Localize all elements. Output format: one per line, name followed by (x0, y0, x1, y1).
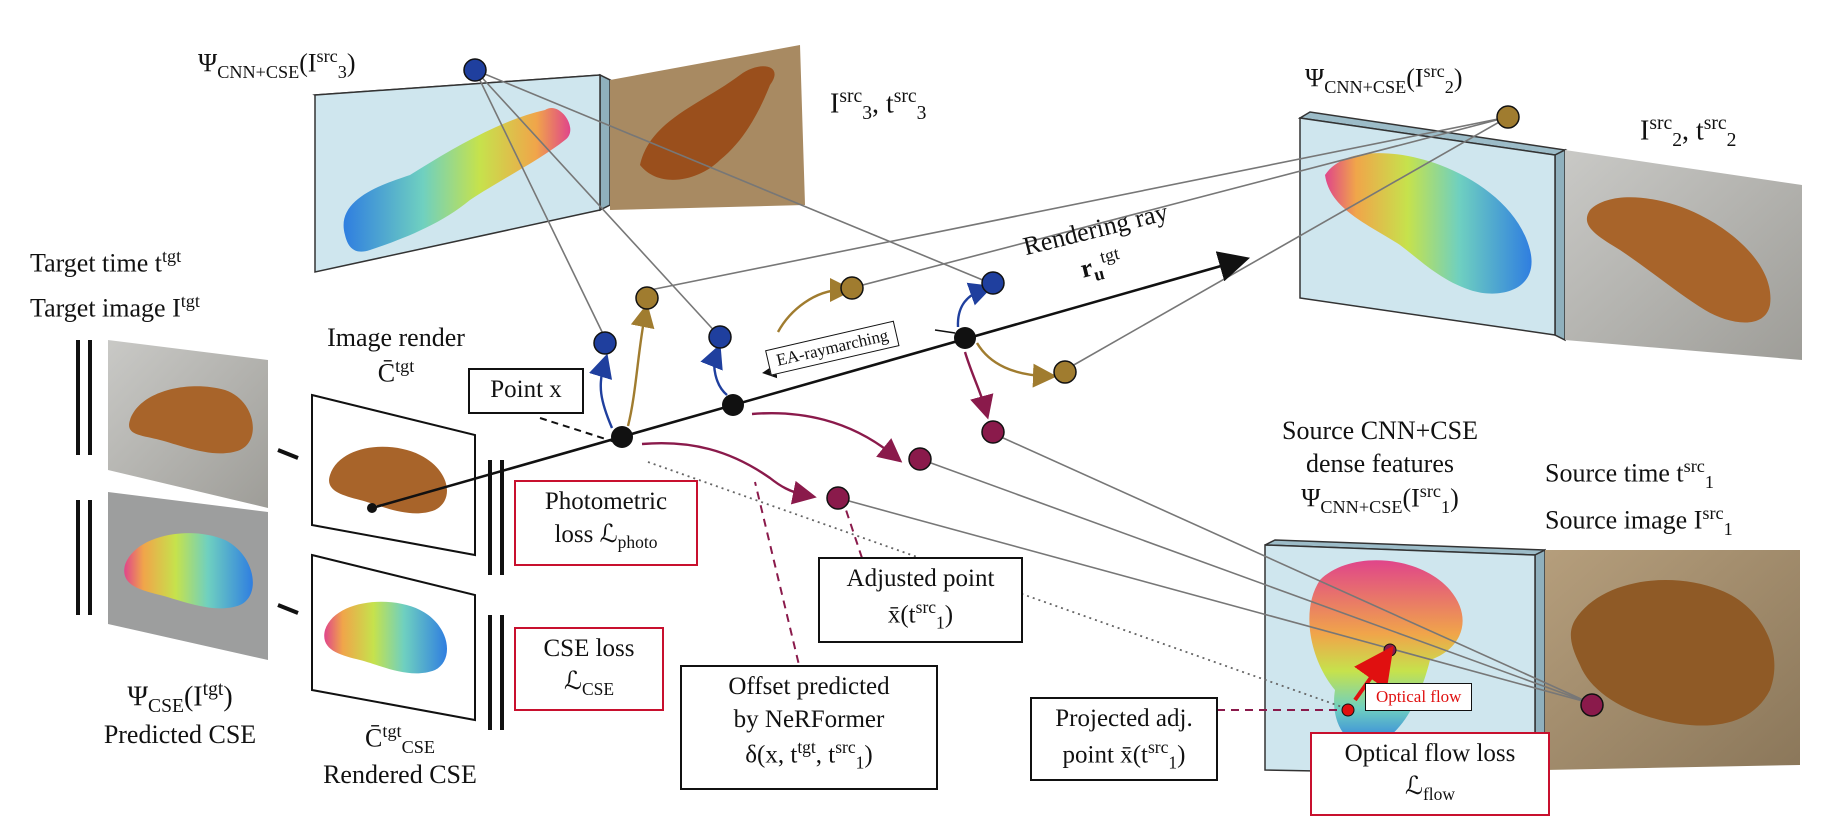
photometric-loss-box: Photometric loss ℒphoto (514, 480, 698, 566)
photo-src3 (610, 45, 805, 210)
deformation-arrows (589, 278, 1057, 505)
point-x-dashed (539, 417, 616, 443)
source-image-label: Source image Isrc1 (1545, 503, 1733, 539)
src2-image-label: Isrc2, tsrc2 (1640, 113, 1737, 151)
render-frames (311, 393, 504, 730)
adjusted-point-box: Adjusted point x̄(tsrc1) (818, 557, 1023, 643)
feature-panel-src1 (1264, 539, 1546, 777)
point-maroon-3 (981, 420, 1005, 444)
feature-panel-src3 (312, 73, 613, 273)
rendering-ray (371, 251, 1251, 510)
ray-origin (367, 503, 377, 513)
dog-src2 (1586, 197, 1771, 323)
photo-src1 (1545, 550, 1800, 770)
flow-start-point (1341, 703, 1355, 717)
point-blue-src3-panel (463, 58, 487, 82)
offset-dashed (754, 481, 806, 691)
flow-end-point (1383, 643, 1397, 657)
target-image-stack (76, 340, 299, 660)
point-x-box: Point x (468, 368, 584, 414)
target-image-label: Target image Itgt (30, 291, 200, 323)
point-blue-2 (708, 325, 732, 349)
psi-src2-label: ΨCNN+CSE(Isrc2) (1305, 61, 1463, 97)
predicted-cse-shape (124, 533, 253, 609)
optical-flow-tag: Optical flow (1365, 683, 1473, 711)
feature-panel-src2 (1297, 111, 1568, 342)
point-gold-1 (635, 286, 659, 310)
feature-points (463, 58, 1604, 717)
predicted-cse-label: ΨCSE(Itgt) Predicted CSE (103, 679, 257, 750)
image-render-label: Image render C̄tgt (327, 323, 465, 388)
cse-shape-src2 (1325, 153, 1532, 294)
dog-render (329, 446, 447, 514)
photo-src2 (1565, 150, 1802, 360)
cse-loss-box: CSE loss ℒCSE (514, 627, 664, 711)
adjusted-dashed (845, 509, 863, 559)
psi-src3-label: ΨCNN+CSE(Isrc3) (198, 46, 356, 82)
source-cnn-label: Source CNN+CSE dense features ΨCNN+CSE(I… (1282, 416, 1478, 517)
optical-flow-arrow (1353, 645, 1394, 702)
src3-image-label: Isrc3, tsrc3 (830, 86, 927, 124)
ray-sample-2 (722, 394, 744, 416)
projection-lines (474, 69, 1591, 704)
point-maroon-src1-photo (1580, 693, 1604, 717)
optical-flow-loss-box: Optical flow loss ℒflow (1310, 732, 1550, 816)
point-blue-3 (981, 271, 1005, 295)
ea-arrow-right (934, 329, 956, 334)
target-time-label: Target time ttgt (30, 246, 182, 278)
offset-predicted-box: Offset predicted by NeRFormer δ(x, ttgt,… (680, 665, 938, 790)
rendered-cse-label: C̄tgtCSE Rendered CSE (323, 721, 477, 789)
dog-src1 (1570, 580, 1775, 726)
ray-sample-3 (954, 327, 976, 349)
ray-sample-1 (611, 426, 633, 448)
point-maroon-2 (908, 447, 932, 471)
dog-target (129, 386, 253, 454)
cse-shape-src3 (343, 107, 571, 252)
point-gold-2 (840, 276, 864, 300)
point-gold-3 (1053, 360, 1077, 384)
cse-render-shape (324, 601, 447, 674)
source-time-label: Source time tsrc1 (1545, 456, 1714, 492)
point-maroon-1 (826, 486, 850, 510)
projected-point-box: Projected adj. point x̄(tsrc1) (1030, 697, 1218, 781)
point-gold-src2-panel (1496, 105, 1520, 129)
point-blue-1 (593, 331, 617, 355)
